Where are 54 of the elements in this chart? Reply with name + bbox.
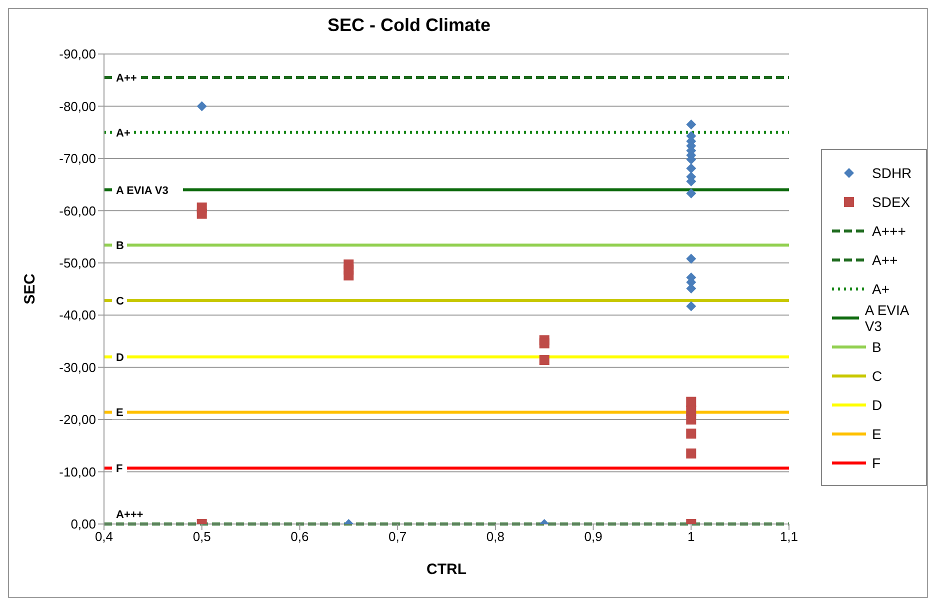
text: A+ <box>872 280 890 296</box>
text: D <box>872 396 882 412</box>
y-tick-label: 0,00 <box>70 516 96 532</box>
x-tick-label: 0,4 <box>94 529 114 544</box>
x-tick-label: 1,1 <box>780 529 798 544</box>
text: E <box>872 426 882 442</box>
x-tick-label: 1 <box>688 529 695 544</box>
point <box>686 163 696 174</box>
x-tick-label: 0,9 <box>584 529 602 544</box>
text: B <box>872 338 882 354</box>
text: F <box>872 454 881 470</box>
y-tick-label: -90,00 <box>59 46 96 62</box>
point <box>344 270 354 280</box>
point <box>686 428 696 439</box>
point <box>686 188 696 198</box>
text: A+++ <box>872 222 906 238</box>
ref-line-label: B <box>116 240 124 252</box>
x-tick-label: 0,5 <box>192 529 211 544</box>
ref-line-label: F <box>116 463 123 476</box>
point <box>539 338 550 348</box>
ref-line-label: A EVIA V3 <box>116 184 168 197</box>
y-tick-label: -10,00 <box>59 464 96 480</box>
y-tick-label: -50,00 <box>59 256 96 271</box>
y-tick-label: -60,00 <box>59 203 96 218</box>
point <box>686 254 696 264</box>
y-tick-label: -80,00 <box>59 98 96 114</box>
ref-line-label: C <box>116 295 124 308</box>
y-tick-label: -70,00 <box>59 151 96 166</box>
point <box>686 448 696 458</box>
point <box>686 301 696 312</box>
x-tick-label: 0,6 <box>290 529 309 544</box>
chart-title: SEC - Cold Climate <box>326 15 492 36</box>
y-tick-label: -40,00 <box>59 308 96 323</box>
legend-label: SDHR <box>872 164 912 180</box>
y-axis-title: SEC <box>21 273 38 304</box>
ref-line-label: D <box>116 352 124 364</box>
x-tick-label: 0,8 <box>486 529 504 544</box>
point <box>686 414 696 425</box>
text: A EVIA V3 <box>864 302 908 334</box>
text: A++ <box>872 252 898 268</box>
point <box>196 208 207 219</box>
point <box>539 355 550 366</box>
ref-line-label: A+++ <box>116 509 144 521</box>
x-tick-label: 0,7 <box>388 529 407 544</box>
ref-line-label: E <box>116 407 124 420</box>
ref-line-label: A+ <box>116 127 130 140</box>
y-tick-label: -30,00 <box>59 360 96 375</box>
point <box>196 101 207 112</box>
ref-line-label: A++ <box>116 72 137 84</box>
point <box>686 120 696 130</box>
y-tick-label: -20,00 <box>59 412 96 428</box>
x-axis-title: CTRL <box>426 561 466 578</box>
legend-label: SDEX <box>872 194 910 210</box>
text: C <box>872 368 882 384</box>
